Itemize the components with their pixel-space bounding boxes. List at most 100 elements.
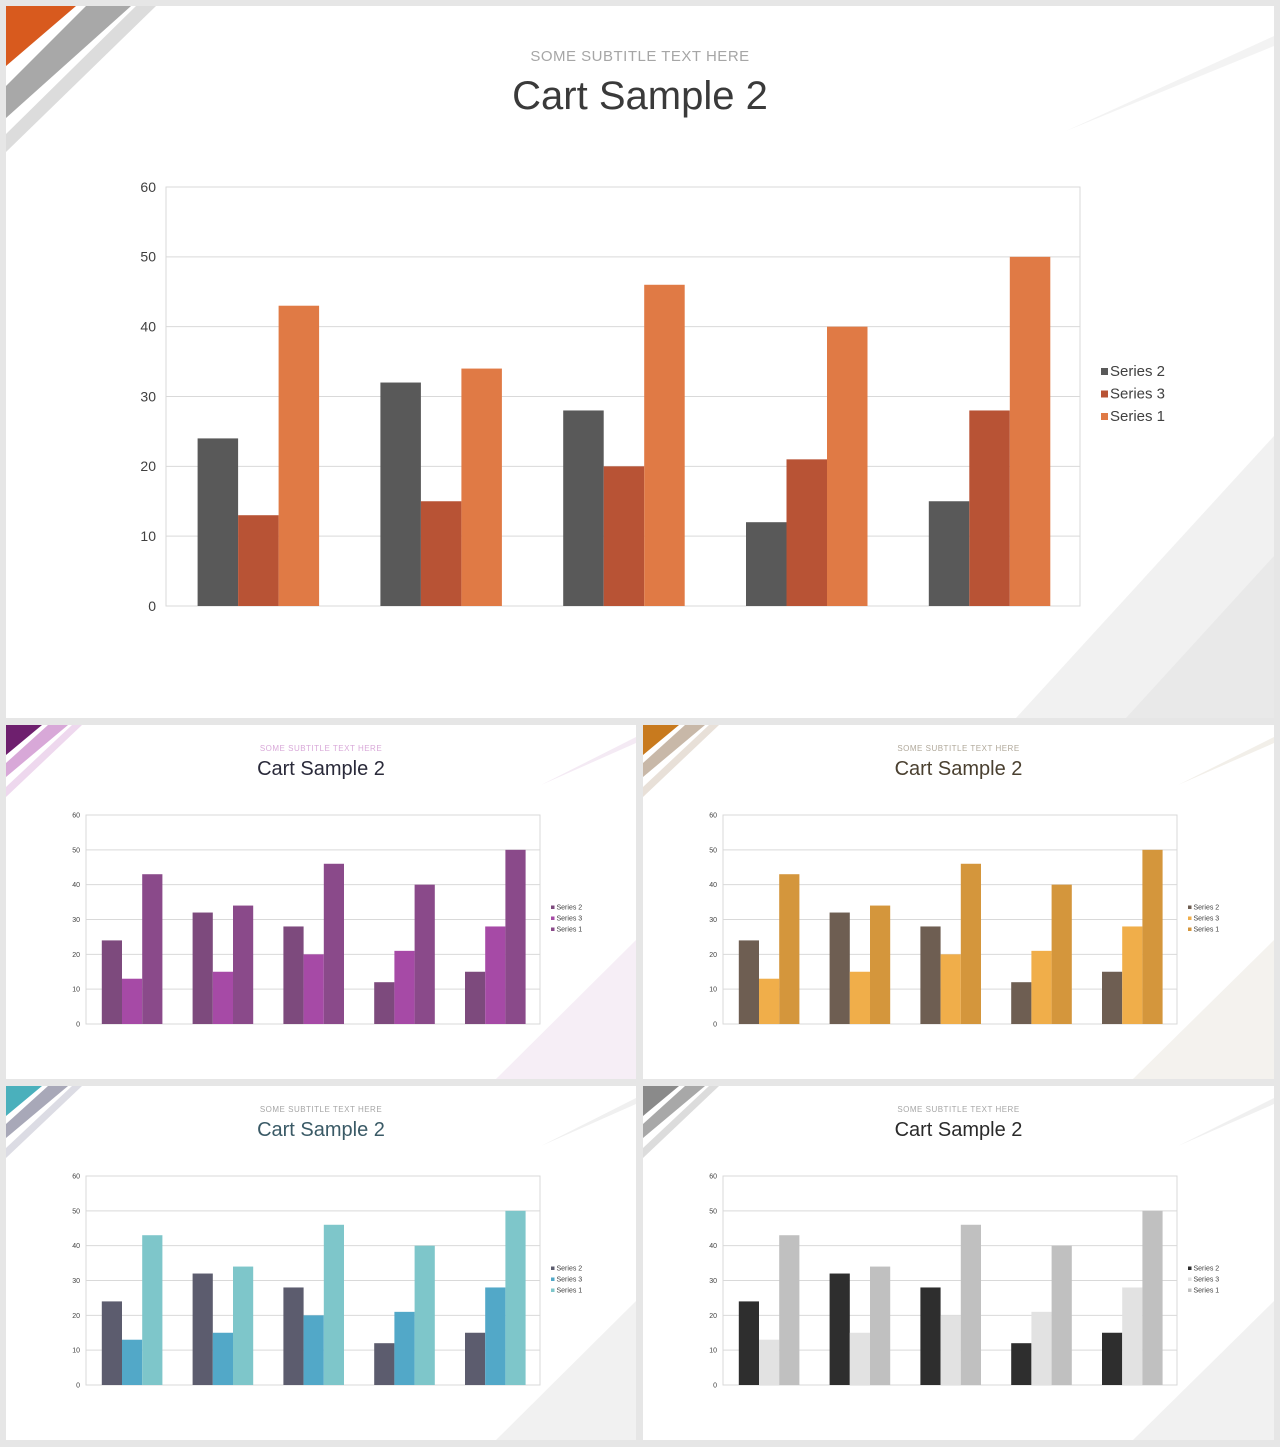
legend-swatch [1188, 927, 1192, 931]
legend-swatch [1188, 916, 1192, 920]
bar-series-1 [870, 905, 891, 1024]
bar-series-2 [283, 1287, 304, 1385]
bar-series-2 [374, 1343, 395, 1385]
slide-subtitle: SOME SUBTITLE TEXT HERE [897, 1105, 1020, 1114]
slide-orange: SOME SUBTITLE TEXT HERE Cart Sample 2 0 1… [643, 725, 1274, 1079]
bar-series-3 [786, 459, 827, 606]
bar-series-2 [197, 438, 239, 606]
bar-series-3 [1122, 1287, 1143, 1385]
y-tick-label: 60 [709, 812, 717, 819]
y-tick-label: 20 [140, 458, 156, 474]
bar-chart: 0 10 20 30 40 50 60 Series 2 Series 3 Series 1 [709, 1173, 1220, 1389]
bar-series-2 [829, 1273, 850, 1385]
slide-title: Cart Sample 2 [894, 1119, 1023, 1141]
slide-title: Cart Sample 2 [512, 74, 768, 118]
legend-label: Series 2 [557, 904, 583, 911]
bar-series-3 [940, 1315, 961, 1385]
bar-series-1 [505, 849, 526, 1024]
legend-label: Series 3 [557, 915, 583, 922]
bar-series-3 [1031, 1311, 1052, 1385]
bar-series-3 [603, 466, 645, 606]
bar-series-3 [212, 971, 233, 1024]
bar-series-2 [829, 912, 850, 1024]
legend-label: Series 1 [557, 1287, 583, 1294]
y-tick-label: 30 [709, 1278, 717, 1285]
legend-label: Series 3 [557, 1276, 583, 1283]
legend-swatch [1188, 1288, 1192, 1292]
y-tick-label: 40 [140, 319, 156, 335]
bar-series-3 [940, 954, 961, 1024]
bar-series-1 [323, 1224, 344, 1385]
bar-series-3 [394, 1311, 415, 1385]
bar-series-2 [738, 1301, 759, 1385]
bar-series-2 [1011, 1343, 1032, 1385]
bar-series-3 [238, 515, 279, 606]
bar-chart: 0 10 20 30 40 50 60 Series 2 Series 3 Series 1 [140, 179, 1165, 614]
bar-series-2 [380, 382, 421, 606]
y-tick-label: 0 [148, 598, 156, 614]
y-tick-label: 10 [72, 987, 80, 994]
y-tick-label: 0 [76, 1382, 80, 1389]
bar-series-2 [1102, 971, 1123, 1024]
bar-series-1 [414, 1245, 435, 1385]
y-tick-label: 10 [709, 1348, 717, 1355]
bar-series-2 [283, 926, 304, 1024]
bar-series-3 [969, 410, 1010, 606]
legend-swatch [1188, 905, 1192, 909]
bar-series-1 [142, 874, 163, 1024]
bar-series-1 [233, 905, 254, 1024]
legend-label: Series 3 [1194, 915, 1220, 922]
bar-series-3 [420, 501, 462, 606]
legend-label: Series 1 [557, 926, 583, 933]
bar-chart: 0 10 20 30 40 50 60 Series 2 Series 3 Series 1 [72, 812, 583, 1028]
y-tick-label: 20 [72, 952, 80, 959]
bar-series-3 [485, 926, 506, 1024]
bar-series-3 [303, 1315, 324, 1385]
y-tick-label: 50 [709, 1208, 717, 1215]
bar-series-3 [212, 1332, 233, 1385]
legend-swatch [551, 1288, 555, 1292]
bar-series-2 [465, 1332, 486, 1385]
bar-series-3 [759, 978, 780, 1024]
bar-series-2 [101, 940, 122, 1024]
bar-series-1 [323, 863, 344, 1024]
bar-series-2 [192, 912, 213, 1024]
y-tick-label: 0 [713, 1021, 717, 1028]
bar-series-1 [461, 368, 502, 606]
y-tick-label: 10 [140, 528, 156, 544]
bar-series-1 [278, 305, 320, 606]
bar-series-2 [1102, 1332, 1123, 1385]
bar-series-3 [1122, 926, 1143, 1024]
y-tick-label: 10 [72, 1348, 80, 1355]
bar-series-2 [738, 940, 759, 1024]
y-tick-label: 40 [72, 882, 80, 889]
bar-series-2 [101, 1301, 122, 1385]
slide-subtitle: SOME SUBTITLE TEXT HERE [897, 744, 1020, 753]
legend-swatch [1188, 1266, 1192, 1270]
slide-title: Cart Sample 2 [257, 758, 385, 780]
bar-series-3 [394, 950, 415, 1024]
y-tick-label: 60 [72, 1173, 80, 1180]
y-tick-label: 60 [72, 812, 80, 819]
slide-title: Cart Sample 2 [257, 1119, 385, 1141]
legend-swatch [551, 1266, 555, 1270]
y-tick-label: 0 [76, 1021, 80, 1028]
legend-label: Series 3 [1110, 385, 1165, 402]
bar-series-2 [192, 1273, 213, 1385]
bar-series-1 [644, 284, 685, 606]
bar-series-1 [1051, 1245, 1072, 1385]
bar-series-2 [928, 501, 970, 606]
bar-series-1 [505, 1210, 526, 1385]
y-tick-label: 30 [72, 917, 80, 924]
y-tick-label: 50 [72, 847, 80, 854]
bar-series-1 [1142, 849, 1163, 1024]
bar-chart: 0 10 20 30 40 50 60 Series 2 Series 3 Series 1 [709, 812, 1220, 1028]
legend-label: Series 3 [1194, 1276, 1220, 1283]
bar-series-1 [414, 884, 435, 1024]
bar-series-3 [485, 1287, 506, 1385]
bar-series-3 [849, 971, 870, 1024]
bar-series-2 [563, 410, 604, 606]
y-tick-label: 10 [709, 987, 717, 994]
slide-subtitle: SOME SUBTITLE TEXT HERE [259, 1105, 383, 1114]
legend-label: Series 2 [1194, 1265, 1220, 1272]
